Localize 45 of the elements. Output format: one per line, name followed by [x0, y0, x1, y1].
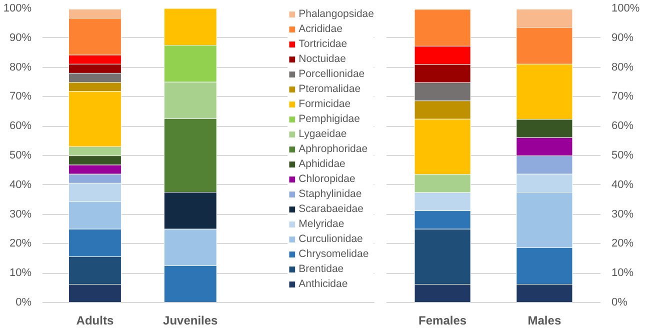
legend-label: Noctuidae — [298, 53, 346, 65]
legend-label: Chloropidae — [298, 173, 356, 185]
legend-label: Chrysomelidae — [298, 248, 369, 260]
y2-tick-label: 30% — [612, 208, 634, 220]
y-tick-label: 100% — [3, 2, 32, 14]
legend-label: Curculionidae — [298, 233, 363, 245]
legend-label: Melyridae — [298, 218, 344, 230]
y2-tick-label: 100% — [612, 2, 640, 14]
x-tick-label: Males — [528, 314, 562, 328]
legend-label: Anthicidae — [298, 278, 348, 290]
y-tick-label: 70% — [9, 90, 32, 103]
y2-tick-label: 10% — [612, 267, 634, 280]
y-tick-label: 60% — [9, 120, 32, 132]
y-tick-label: 20% — [9, 238, 32, 250]
y2-tick-label: 20% — [612, 238, 634, 250]
legend-label: Pemphigidae — [298, 113, 360, 125]
x-tick-label: Females — [418, 314, 467, 328]
y-tick-label: 80% — [9, 61, 32, 74]
legend-label: Brentidae — [298, 263, 344, 275]
y-tick-label: 10% — [9, 267, 32, 280]
y-tick-label: 40% — [9, 178, 32, 191]
legend-label: Phalangopsidae — [298, 8, 374, 20]
y-tick-label: 90% — [9, 32, 32, 44]
y2-tick-label: 40% — [612, 178, 634, 191]
y-tick-label: 30% — [9, 208, 32, 220]
y2-tick-label: 80% — [612, 61, 634, 74]
y2-tick-label: 60% — [612, 120, 634, 132]
legend-label: Acrididae — [298, 23, 342, 35]
y2-tick-label: 70% — [612, 90, 634, 103]
legend-label: Aphrophoridae — [298, 143, 368, 155]
y2-tick-label: 0% — [612, 296, 628, 308]
legend-label: Pteromalidae — [298, 83, 361, 95]
x-tick-label: Juveniles — [163, 314, 218, 328]
legend-label: Scarabaeidae — [298, 203, 364, 215]
legend-label: Aphididae — [298, 158, 346, 170]
legend-label: Porcellionidae — [298, 68, 365, 80]
legend-label: Staphylinidae — [298, 188, 362, 200]
y2-tick-label: 50% — [612, 150, 634, 162]
y2-tick-label: 90% — [612, 32, 634, 44]
x-tick-label: Adults — [76, 314, 114, 328]
y-tick-label: 50% — [9, 150, 32, 162]
legend-label: Tortricidae — [298, 38, 348, 50]
legend-label: Formicidae — [298, 98, 351, 110]
y-tick-label: 0% — [16, 296, 32, 308]
legend-label: Lygaeidae — [298, 128, 347, 140]
